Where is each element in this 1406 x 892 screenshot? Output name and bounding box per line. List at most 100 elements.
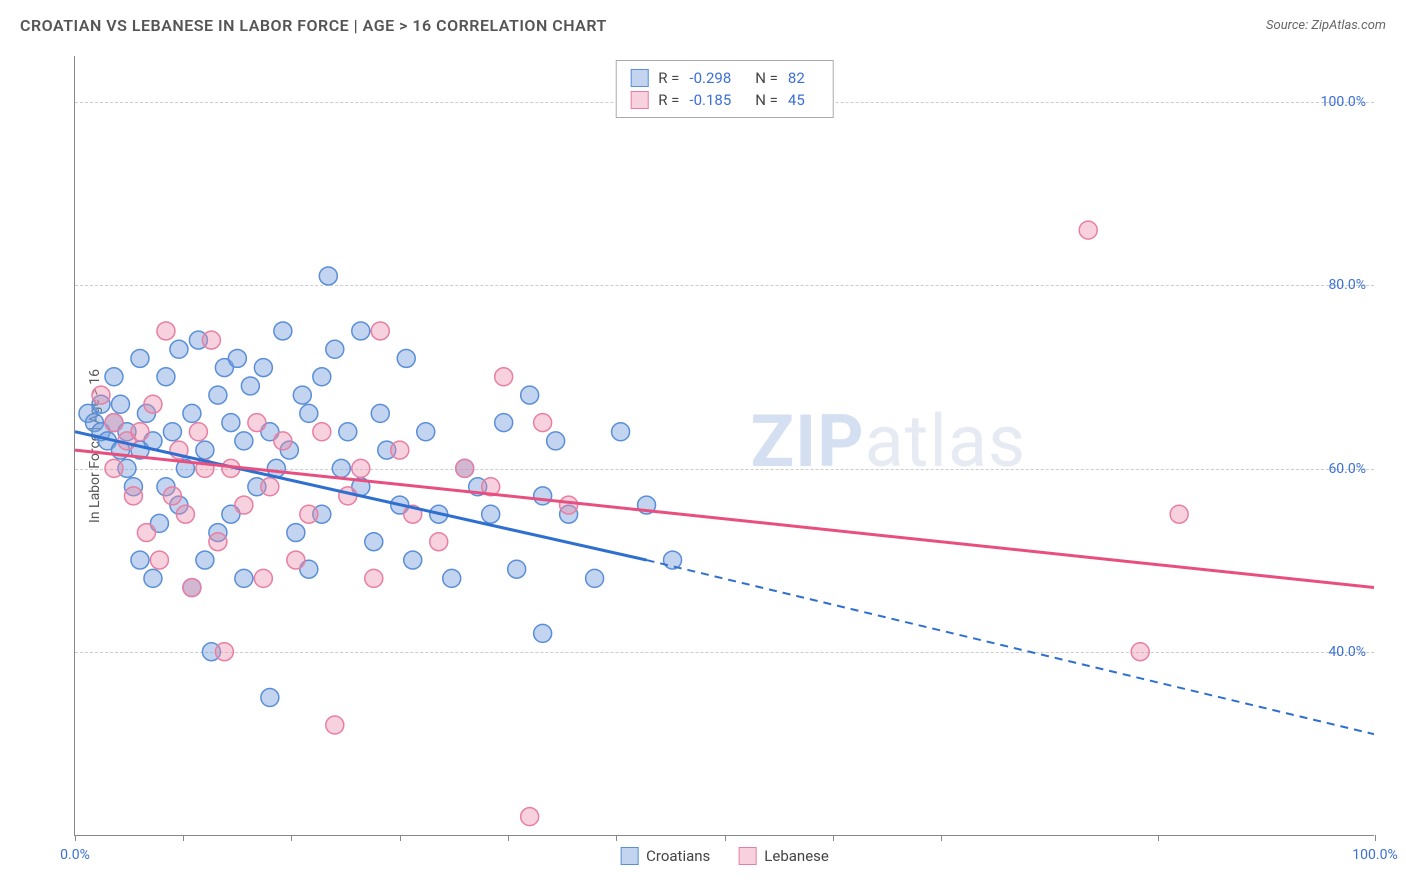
x-tick — [725, 835, 726, 841]
scatter-point — [365, 569, 383, 587]
scatter-point — [111, 395, 129, 413]
scatter-point — [202, 331, 220, 349]
x-tick-label: 100.0% — [1352, 847, 1397, 863]
scatter-point — [293, 386, 311, 404]
scatter-point — [235, 496, 253, 514]
scatter-point — [287, 524, 305, 542]
swatch-croatians-icon — [620, 847, 638, 865]
scatter-point — [287, 551, 305, 569]
scatter-point — [352, 459, 370, 477]
n-label: N = — [755, 69, 778, 87]
scatter-point — [339, 423, 357, 441]
scatter-point — [209, 386, 227, 404]
scatter-point — [300, 404, 318, 422]
n-value-lebanese: 45 — [788, 91, 805, 109]
x-tick — [75, 835, 76, 841]
n-value-croatians: 82 — [788, 69, 805, 87]
scatter-point — [371, 322, 389, 340]
scatter-point — [612, 423, 630, 441]
trend-line — [75, 432, 647, 560]
scatter-point — [131, 551, 149, 569]
legend-label-croatians: Croatians — [646, 847, 710, 865]
scatter-point — [241, 377, 259, 395]
scatter-point — [105, 368, 123, 386]
scatter-point — [163, 487, 181, 505]
scatter-point — [404, 551, 422, 569]
scatter-point — [664, 551, 682, 569]
scatter-point — [274, 322, 292, 340]
swatch-lebanese — [630, 91, 648, 109]
scatter-point — [131, 349, 149, 367]
scatter-point — [365, 533, 383, 551]
x-tick — [941, 835, 942, 841]
legend-item-lebanese: Lebanese — [738, 847, 829, 865]
x-tick — [400, 835, 401, 841]
x-tick — [291, 835, 292, 841]
scatter-point — [222, 414, 240, 432]
scatter-point — [300, 505, 318, 523]
scatter-point — [1170, 505, 1188, 523]
legend-row-lebanese: R = -0.185 N = 45 — [630, 89, 819, 111]
scatter-point — [235, 569, 253, 587]
plot-area: ZIPatlas R = -0.298 N = 82 R = -0.185 N … — [74, 56, 1374, 836]
scatter-point — [150, 551, 168, 569]
scatter-point — [157, 322, 175, 340]
scatter-point — [391, 441, 409, 459]
scatter-point — [105, 414, 123, 432]
scatter-point — [352, 322, 370, 340]
scatter-point — [189, 423, 207, 441]
scatter-point — [313, 368, 331, 386]
r-label: R = — [658, 69, 679, 87]
scatter-point — [586, 569, 604, 587]
scatter-svg — [75, 56, 1374, 835]
scatter-point — [332, 459, 350, 477]
chart-title: CROATIAN VS LEBANESE IN LABOR FORCE | AG… — [20, 16, 607, 35]
scatter-point — [144, 395, 162, 413]
scatter-point — [176, 505, 194, 523]
scatter-point — [215, 643, 233, 661]
scatter-point — [248, 414, 266, 432]
scatter-point — [521, 386, 539, 404]
scatter-point — [196, 551, 214, 569]
swatch-croatians — [630, 69, 648, 87]
scatter-point — [534, 624, 552, 642]
scatter-point — [397, 349, 415, 367]
scatter-point — [92, 386, 110, 404]
r-value-croatians: -0.298 — [689, 69, 731, 87]
scatter-point — [131, 423, 149, 441]
series-legend: Croatians Lebanese — [620, 847, 829, 865]
scatter-point — [137, 524, 155, 542]
scatter-point — [209, 533, 227, 551]
scatter-point — [170, 340, 188, 358]
scatter-point — [521, 808, 539, 826]
scatter-point — [456, 459, 474, 477]
scatter-point — [1131, 643, 1149, 661]
legend-label-lebanese: Lebanese — [764, 847, 829, 865]
scatter-point — [274, 432, 292, 450]
scatter-point — [261, 689, 279, 707]
x-tick — [616, 835, 617, 841]
scatter-point — [495, 368, 513, 386]
source-attribution: Source: ZipAtlas.com — [1266, 18, 1386, 33]
scatter-point — [430, 533, 448, 551]
scatter-point — [124, 487, 142, 505]
correlation-legend: R = -0.298 N = 82 R = -0.185 N = 45 — [615, 60, 834, 118]
legend-item-croatians: Croatians — [620, 847, 710, 865]
legend-row-croatians: R = -0.298 N = 82 — [630, 67, 819, 89]
scatter-point — [443, 569, 461, 587]
n-label: N = — [755, 91, 778, 109]
scatter-point — [495, 414, 513, 432]
scatter-point — [313, 423, 331, 441]
r-label: R = — [658, 91, 679, 109]
scatter-point — [228, 349, 246, 367]
x-tick-label: 0.0% — [60, 847, 90, 863]
scatter-point — [534, 414, 552, 432]
chart-container: In Labor Force | Age > 16 ZIPatlas R = -… — [56, 56, 1376, 836]
scatter-point — [163, 423, 181, 441]
scatter-point — [254, 359, 272, 377]
scatter-point — [326, 340, 344, 358]
scatter-point — [326, 716, 344, 734]
scatter-point — [547, 432, 565, 450]
scatter-point — [157, 368, 175, 386]
trend-line-extrapolated — [647, 560, 1374, 734]
